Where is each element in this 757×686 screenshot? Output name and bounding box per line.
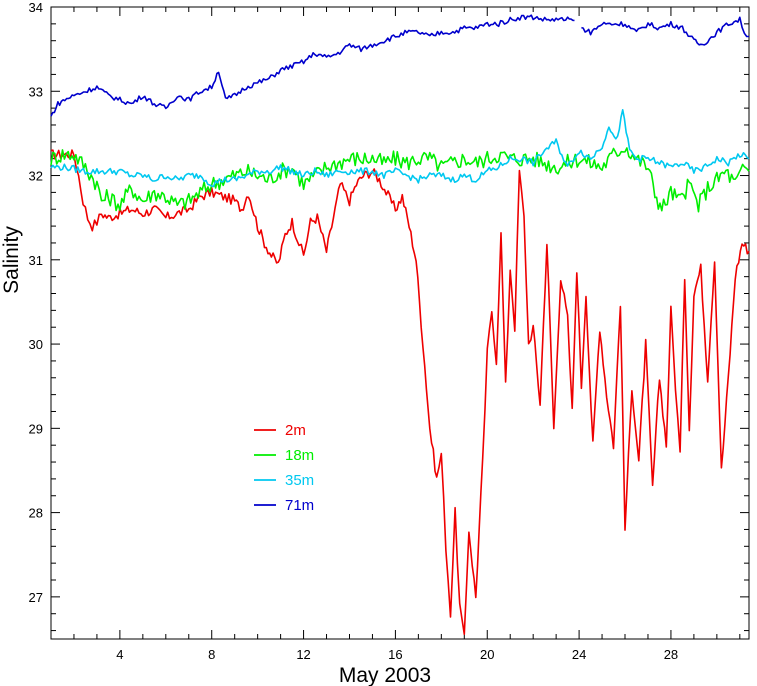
legend-label-18m: 18m xyxy=(285,447,314,464)
legend-label-2m: 2m xyxy=(285,422,306,439)
series-line-35m xyxy=(50,109,750,188)
y-tick-label: 31 xyxy=(29,253,43,268)
x-tick-labels: 4 8 12 16 20 24 28 xyxy=(116,647,678,662)
y-tick-labels: 27 28 29 30 31 32 33 34 xyxy=(29,0,43,605)
x-tick-label: 28 xyxy=(664,647,678,662)
y-tick-label: 30 xyxy=(29,337,43,352)
x-tick-label: 12 xyxy=(296,647,310,662)
x-axis-title: May 2003 xyxy=(339,664,431,686)
y-axis-title: Salinity xyxy=(0,226,23,294)
y-tick-label: 28 xyxy=(29,506,43,521)
series-line-71m xyxy=(581,16,749,46)
x-tick-label: 20 xyxy=(480,647,494,662)
x-tick-label: 8 xyxy=(208,647,215,662)
y-tick-label: 32 xyxy=(29,169,43,184)
series-line-71m xyxy=(50,14,575,117)
y-tick-label: 34 xyxy=(29,0,43,15)
legend-label-35m: 35m xyxy=(285,472,314,489)
series-lines xyxy=(50,14,750,635)
x-tick-label: 16 xyxy=(388,647,402,662)
x-tick-label: 24 xyxy=(572,647,586,662)
axis-ticks xyxy=(50,6,749,639)
plot-frame xyxy=(50,6,750,640)
series-line-2m xyxy=(50,149,750,635)
legend: 2m 18m 35m 71m xyxy=(254,422,314,514)
y-tick-label: 27 xyxy=(29,590,43,605)
y-tick-label: 29 xyxy=(29,421,43,436)
legend-label-71m: 71m xyxy=(285,497,314,514)
x-tick-label: 4 xyxy=(116,647,123,662)
y-tick-label: 33 xyxy=(29,84,43,99)
